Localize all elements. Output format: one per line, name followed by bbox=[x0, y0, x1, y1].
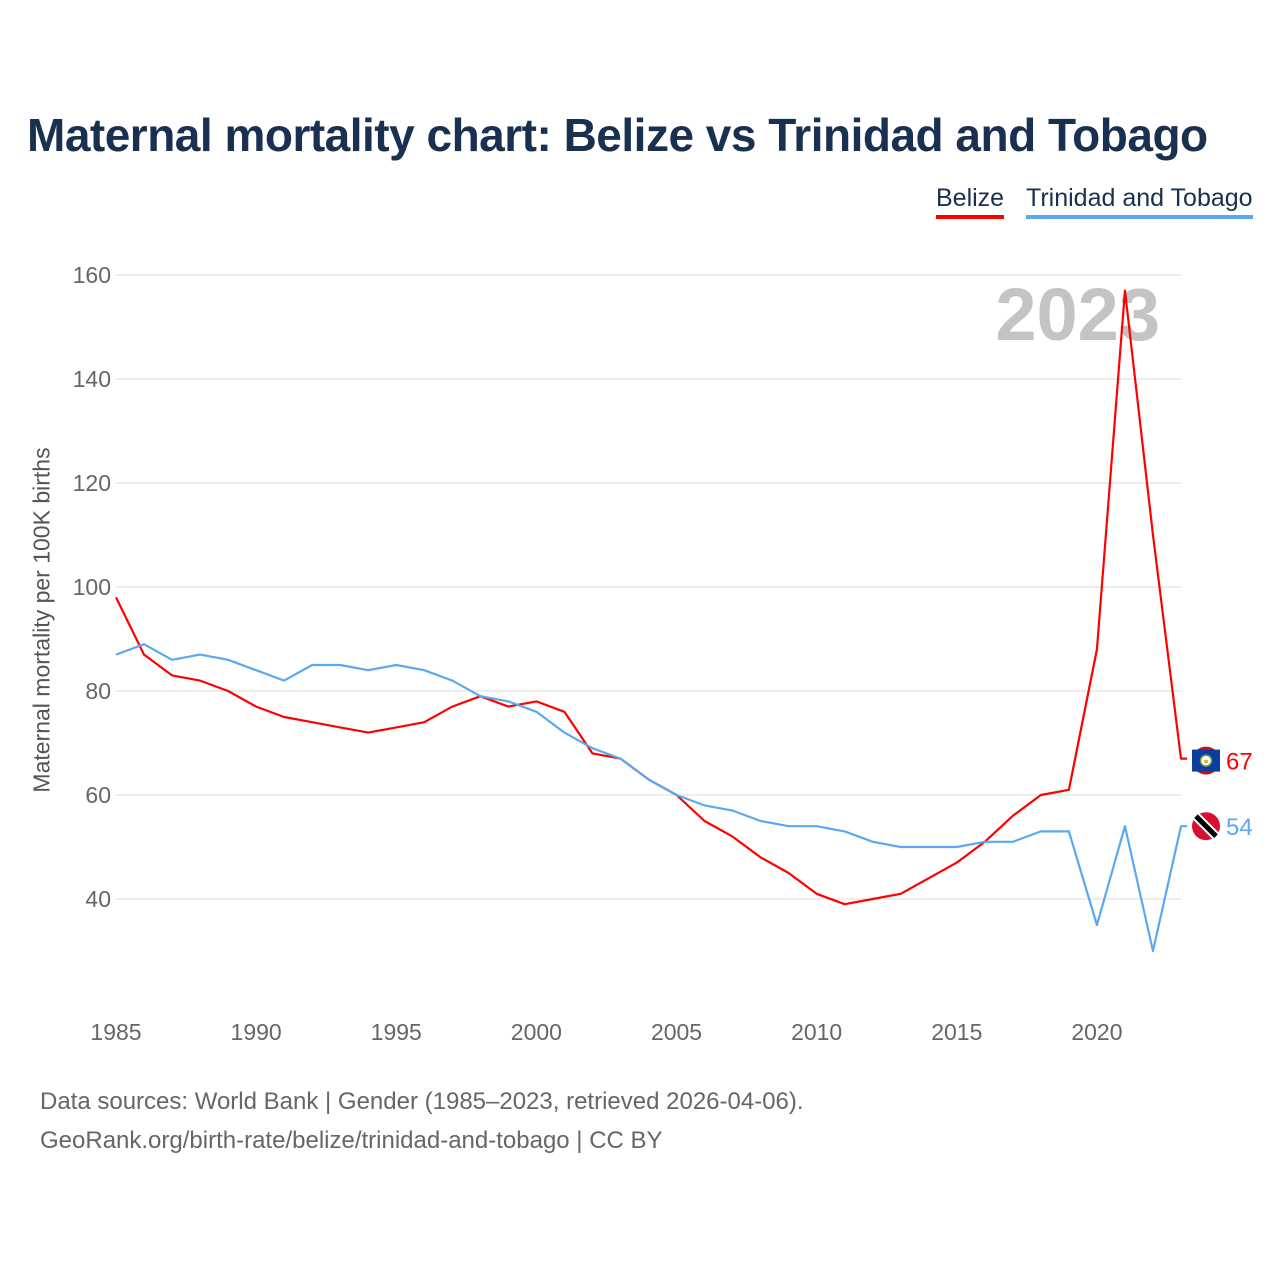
series-line-trinidad-and-tobago bbox=[115, 643, 1187, 953]
y-tick-label: 40 bbox=[85, 886, 111, 912]
y-tick-label: 140 bbox=[73, 366, 111, 392]
y-tick-label: 160 bbox=[73, 262, 111, 288]
x-tick-label: 1985 bbox=[90, 1019, 141, 1045]
end-value-label: 54 bbox=[1226, 814, 1253, 841]
legend-belize[interactable]: Belize bbox=[936, 184, 1005, 219]
y-tick-label: 60 bbox=[85, 782, 111, 808]
x-tick-label: 2005 bbox=[651, 1019, 702, 1045]
x-tick-label: 2010 bbox=[791, 1019, 842, 1045]
x-tick-label: 1995 bbox=[371, 1019, 422, 1045]
trinidad-flag-icon bbox=[1194, 814, 1218, 838]
end-value-label: 67 bbox=[1226, 749, 1253, 776]
x-tick-label: 2020 bbox=[1071, 1019, 1122, 1045]
footer-link[interactable]: GeoRank.org/birth-rate/belize/trinidad-a… bbox=[40, 1127, 663, 1154]
x-tick-label: 1990 bbox=[231, 1019, 282, 1045]
year-watermark: 2023 bbox=[995, 273, 1160, 356]
x-tick-label: 2015 bbox=[931, 1019, 982, 1045]
series-line-belize bbox=[115, 289, 1187, 906]
x-tick-label: 2000 bbox=[511, 1019, 562, 1045]
chart-title: Maternal mortality chart: Belize vs Trin… bbox=[27, 109, 1208, 161]
legend-trinidad-and-tobago[interactable]: Trinidad and Tobago bbox=[1026, 184, 1253, 219]
footer-sources: Data sources: World Bank | Gender (1985–… bbox=[40, 1088, 804, 1115]
belize-flag-icon bbox=[1204, 759, 1208, 764]
y-tick-label: 100 bbox=[73, 574, 111, 600]
y-tick-label: 120 bbox=[73, 470, 111, 496]
y-tick-label: 80 bbox=[85, 678, 111, 704]
